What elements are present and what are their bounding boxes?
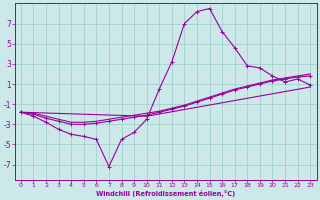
X-axis label: Windchill (Refroidissement éolien,°C): Windchill (Refroidissement éolien,°C)	[96, 190, 235, 197]
